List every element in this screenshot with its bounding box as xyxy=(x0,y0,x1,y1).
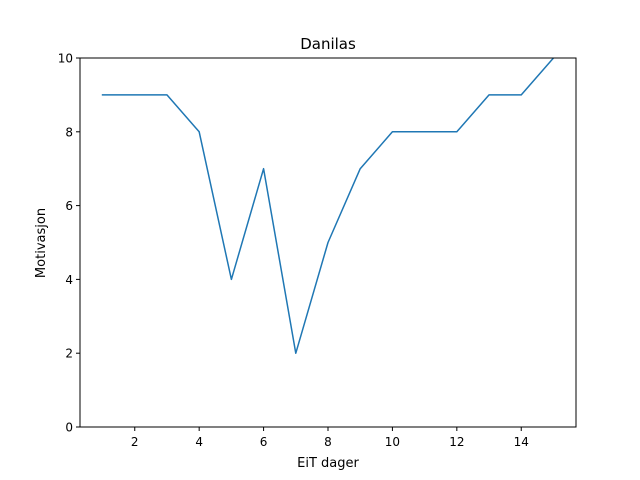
x-axis: 2 4 6 8 10 12 14 xyxy=(131,427,529,449)
x-tick-label: 8 xyxy=(324,435,332,449)
series-line-0 xyxy=(101,58,555,354)
x-tick-label: 10 xyxy=(385,435,400,449)
y-tick-label: 2 xyxy=(65,347,73,361)
plot-area xyxy=(79,57,577,428)
x-tick-label: 12 xyxy=(449,435,464,449)
x-tick-label: 2 xyxy=(131,435,139,449)
x-tick-label: 4 xyxy=(195,435,203,449)
y-axis-label: Motivasjon xyxy=(34,208,49,278)
x-tick-label: 6 xyxy=(260,435,268,449)
y-tick-label: 4 xyxy=(65,273,73,287)
y-tick-label: 0 xyxy=(65,421,73,435)
y-tick-label: 10 xyxy=(58,52,73,66)
y-tick-label: 6 xyxy=(65,199,73,213)
x-axis-label: EiT dager xyxy=(297,456,359,471)
y-axis: 0 2 4 6 8 10 xyxy=(58,52,80,435)
chart-title: Danilas xyxy=(300,35,356,53)
y-tick-label: 8 xyxy=(65,125,73,139)
x-tick-label: 14 xyxy=(514,435,529,449)
